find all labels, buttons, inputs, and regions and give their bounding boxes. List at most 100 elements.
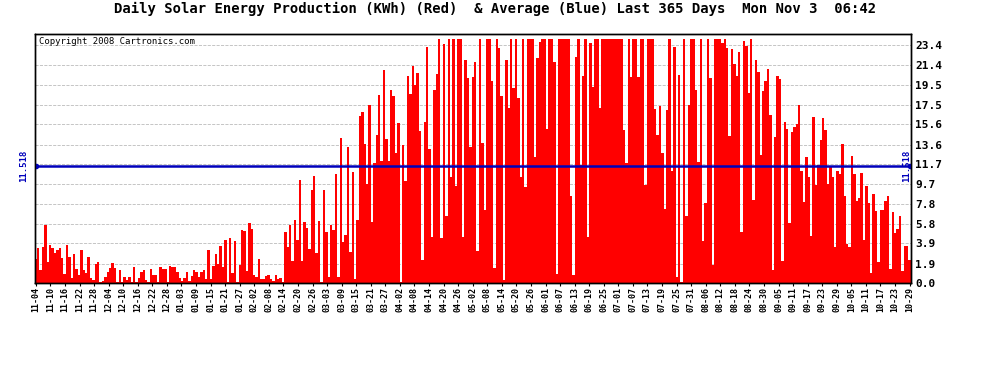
Bar	[515, 39, 517, 283]
Bar	[212, 266, 215, 283]
Bar	[154, 275, 157, 283]
Bar	[222, 267, 225, 283]
Bar	[894, 232, 896, 283]
Bar	[656, 135, 658, 283]
Bar	[47, 262, 50, 283]
Bar	[555, 274, 558, 283]
Bar	[877, 262, 879, 283]
Bar	[534, 157, 537, 283]
Bar	[858, 198, 860, 283]
Bar	[452, 39, 454, 283]
Bar	[793, 127, 796, 283]
Bar	[813, 117, 815, 283]
Bar	[875, 211, 877, 283]
Bar	[673, 47, 675, 283]
Bar	[433, 90, 436, 283]
Bar	[522, 39, 525, 283]
Bar	[702, 241, 704, 283]
Bar	[274, 275, 277, 283]
Bar	[558, 39, 560, 283]
Bar	[863, 240, 865, 283]
Bar	[846, 244, 848, 283]
Bar	[496, 39, 498, 283]
Bar	[166, 282, 169, 283]
Bar	[431, 237, 433, 283]
Bar	[503, 280, 505, 283]
Bar	[277, 279, 279, 283]
Bar	[250, 229, 253, 283]
Bar	[73, 254, 75, 283]
Bar	[860, 172, 863, 283]
Bar	[654, 109, 656, 283]
Bar	[443, 44, 446, 283]
Bar	[328, 277, 330, 283]
Bar	[850, 156, 853, 283]
Bar	[338, 277, 340, 283]
Bar	[896, 229, 899, 283]
Bar	[116, 282, 119, 283]
Bar	[353, 279, 356, 283]
Bar	[550, 39, 553, 283]
Bar	[345, 235, 346, 283]
Bar	[642, 39, 644, 283]
Bar	[688, 105, 690, 283]
Bar	[606, 39, 608, 283]
Bar	[486, 39, 488, 283]
Bar	[229, 238, 232, 283]
Bar	[613, 39, 616, 283]
Bar	[884, 201, 887, 283]
Bar	[774, 137, 776, 283]
Bar	[133, 267, 136, 283]
Bar	[208, 250, 210, 283]
Bar	[356, 220, 358, 283]
Bar	[402, 146, 404, 283]
Bar	[601, 39, 604, 283]
Bar	[587, 237, 589, 283]
Bar	[466, 78, 469, 283]
Text: 11.518: 11.518	[19, 150, 28, 182]
Bar	[719, 39, 721, 283]
Bar	[904, 246, 906, 283]
Bar	[704, 204, 707, 283]
Bar	[505, 60, 508, 283]
Bar	[596, 39, 599, 283]
Bar	[592, 87, 594, 283]
Bar	[529, 39, 532, 283]
Text: Copyright 2008 Cartronics.com: Copyright 2008 Cartronics.com	[39, 38, 195, 46]
Bar	[887, 196, 889, 283]
Bar	[242, 231, 244, 283]
Bar	[560, 39, 562, 283]
Bar	[476, 252, 479, 283]
Bar	[82, 270, 85, 283]
Bar	[678, 75, 680, 283]
Bar	[834, 247, 837, 283]
Bar	[832, 177, 834, 283]
Bar	[102, 281, 104, 283]
Bar	[90, 278, 92, 283]
Bar	[397, 123, 400, 283]
Bar	[483, 210, 486, 283]
Bar	[316, 253, 318, 283]
Bar	[85, 273, 87, 283]
Bar	[488, 39, 491, 283]
Bar	[284, 232, 287, 283]
Bar	[291, 261, 294, 283]
Text: Daily Solar Energy Production (KWh) (Red)  & Average (Blue) Last 365 Days  Mon N: Daily Solar Energy Production (KWh) (Red…	[114, 2, 876, 16]
Bar	[311, 190, 313, 283]
Bar	[162, 268, 164, 283]
Bar	[124, 278, 126, 283]
Bar	[721, 44, 724, 283]
Bar	[803, 202, 805, 283]
Bar	[237, 282, 239, 283]
Bar	[469, 147, 471, 283]
Bar	[767, 69, 769, 283]
Bar	[183, 278, 186, 283]
Bar	[232, 273, 234, 283]
Bar	[92, 280, 95, 283]
Bar	[246, 271, 248, 283]
Bar	[429, 149, 431, 283]
Bar	[75, 269, 78, 283]
Bar	[390, 90, 392, 283]
Bar	[358, 116, 361, 283]
Bar	[421, 260, 424, 283]
